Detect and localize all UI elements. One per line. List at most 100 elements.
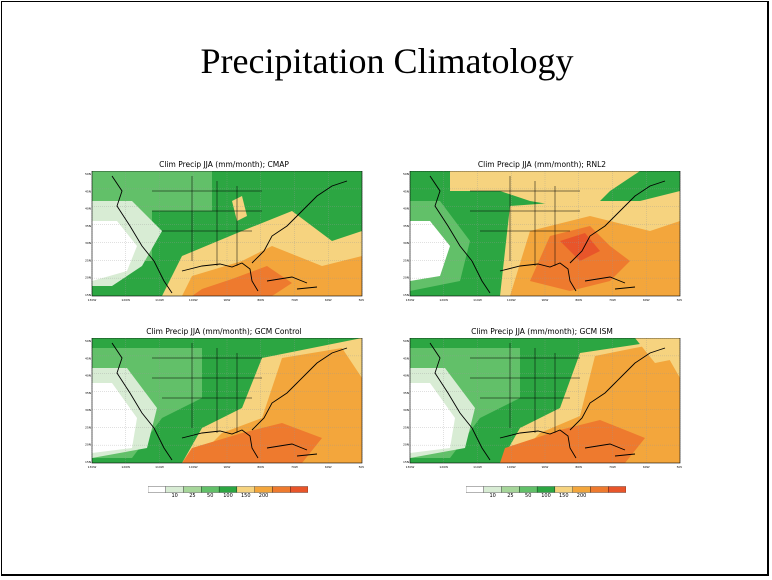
lat-label: 20N (403, 443, 409, 447)
lat-label: 30N (85, 241, 91, 245)
colorbar-swatch (165, 486, 184, 493)
precip-contour-region (192, 266, 292, 296)
colorbar-tick-label: 50 (525, 493, 532, 499)
precip-contour-region (232, 196, 247, 221)
lon-label: 110W (155, 298, 164, 302)
map-frame (91, 338, 363, 464)
map-frame (409, 171, 681, 297)
colorbar-tick-label: 100 (541, 493, 551, 499)
lat-label: 45N (85, 189, 91, 193)
colorbar-legend: 10 25 50 100 150 200 (466, 486, 626, 502)
lon-label: 120W (439, 465, 448, 469)
lat-label: 40N (403, 374, 409, 378)
map-frame (409, 338, 681, 464)
lat-label: 20N (85, 443, 91, 447)
colorbar-swatch (554, 486, 573, 493)
lon-label: 130W (88, 298, 97, 302)
panel-title: Clim Precip JJA (mm/month); GCM ISM (471, 327, 613, 336)
colorbar-swatch (218, 486, 238, 493)
lat-label: 15N (403, 460, 409, 464)
lat-label: 50N (85, 172, 91, 176)
lat-label: 15N (85, 460, 91, 464)
coastline (111, 342, 348, 461)
lon-label: 90W (542, 298, 549, 302)
colorbar-swatch (501, 486, 520, 493)
colorbar-ticks: 10 25 50 100 150 200 (466, 493, 626, 501)
lat-label: 35N (403, 224, 409, 228)
colorbar-tick-label: 200 (258, 493, 269, 499)
lon-label: 60W (643, 298, 650, 302)
colorbar-tick-label: 50 (207, 493, 214, 499)
lat-label: 20N (403, 276, 409, 280)
lat-label: 25N (85, 258, 91, 262)
colorbar-swatch (254, 486, 273, 493)
lon-label: 70W (291, 465, 298, 469)
colorbar-swatch (572, 486, 591, 493)
lat-label: 35N (403, 391, 409, 395)
lon-label: 90W (224, 298, 231, 302)
precip-map-panel-gcm-ism: Clim Precip JJA (mm/month); GCM ISM 50N 4… (402, 327, 682, 477)
lon-label: 70W (291, 298, 298, 302)
lat-label: 50N (403, 172, 409, 176)
colorbar-swatch (466, 486, 484, 493)
colorbar-swatch (590, 486, 609, 493)
lat-label: 50N (403, 339, 409, 343)
colorbar-swatch (148, 486, 166, 493)
lat-label: 30N (403, 408, 409, 412)
lat-label: 25N (85, 425, 91, 429)
lon-label: 100W (189, 465, 198, 469)
lon-label: 110W (473, 465, 482, 469)
colorbar-swatch (536, 486, 556, 493)
lon-label: 130W (406, 465, 415, 469)
lon-label: 110W (155, 465, 164, 469)
precip-contour-region (560, 233, 600, 261)
lon-label: 70W (609, 298, 616, 302)
colorbar-tick-label: 150 (558, 493, 569, 499)
precip-contour-region (410, 383, 455, 453)
panel-title: Clim Precip JJA (mm/month); GCM Control (146, 327, 302, 336)
colorbar-swatches (148, 486, 308, 493)
lat-label: 20N (85, 276, 91, 280)
lat-label: 30N (85, 408, 91, 412)
precip-contour-region (182, 423, 322, 463)
state-borders (470, 176, 580, 266)
lon-label: 100W (189, 298, 198, 302)
coastline (429, 342, 666, 461)
precip-contour-region (92, 383, 137, 453)
lat-label: 15N (403, 293, 409, 297)
lon-label: 130W (406, 298, 415, 302)
lat-label: 45N (85, 356, 91, 360)
lon-label: 60W (325, 298, 332, 302)
lon-label: 50W (359, 465, 364, 469)
lon-label: 90W (542, 465, 549, 469)
lat-label: 40N (403, 207, 409, 211)
colorbar-tick-label: 10 (489, 493, 496, 499)
lat-label: 40N (85, 374, 91, 378)
lon-label: 80W (575, 298, 582, 302)
lat-label: 25N (403, 258, 409, 262)
lon-label: 90W (224, 465, 231, 469)
lat-label: 35N (85, 224, 91, 228)
colorbar-swatch (519, 486, 538, 493)
coastline (429, 175, 666, 294)
lat-label: 45N (403, 356, 409, 360)
lat-label: 25N (403, 425, 409, 429)
lat-label: 35N (85, 391, 91, 395)
lon-label: 130W (88, 465, 97, 469)
lon-label: 80W (575, 465, 582, 469)
panel-title: Clim Precip JJA (mm/month); CMAP (159, 160, 289, 169)
lon-label: 100W (507, 465, 516, 469)
lon-label: 120W (121, 465, 130, 469)
colorbar-swatch (483, 486, 502, 493)
lat-label: 30N (403, 241, 409, 245)
precip-contour-region (192, 348, 362, 463)
lat-label: 50N (85, 339, 91, 343)
colorbar-tick-label: 150 (240, 493, 251, 499)
slide-title: Precipitation Climatology (200, 41, 574, 81)
precip-map-panel-rnl2: Clim Precip JJA (mm/month); RNL2 50N 45N 4… (402, 160, 682, 310)
lat-label: 40N (85, 207, 91, 211)
lon-label: 50W (359, 298, 364, 302)
